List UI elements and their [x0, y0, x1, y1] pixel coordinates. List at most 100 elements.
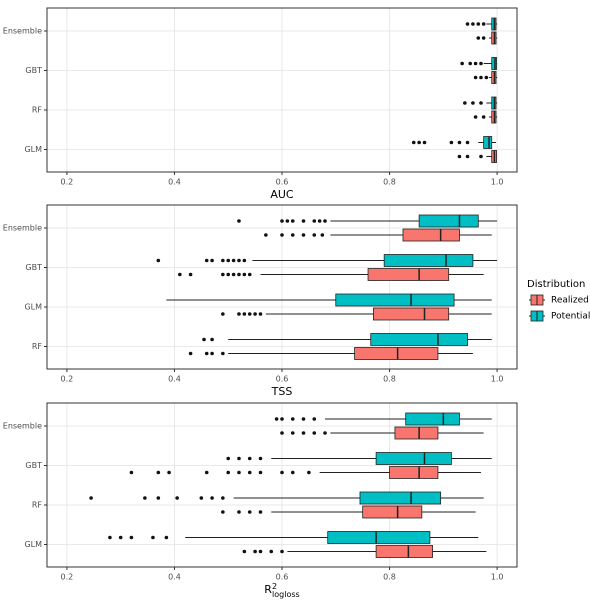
outlier: [463, 101, 467, 105]
box: [370, 333, 468, 346]
outlier: [237, 470, 241, 475]
outlier: [258, 549, 263, 554]
box: [375, 545, 433, 558]
outlier: [274, 417, 279, 421]
outlier: [301, 417, 306, 421]
box: [483, 136, 493, 149]
outlier: [188, 272, 193, 277]
x-tick-label: 0.6: [276, 178, 289, 187]
outlier: [280, 219, 284, 223]
outlier: [460, 61, 464, 66]
outlier: [479, 101, 483, 105]
outlier: [202, 337, 206, 342]
outlier: [247, 470, 252, 475]
outlier: [280, 431, 284, 435]
outlier: [89, 496, 93, 500]
outlier: [312, 233, 317, 237]
box: [418, 214, 479, 228]
outlier: [188, 351, 193, 356]
outlier: [465, 154, 470, 159]
y-tick-label: GBT: [25, 461, 42, 470]
outlier: [237, 219, 241, 223]
outlier: [204, 470, 209, 475]
outlier: [481, 36, 486, 40]
outlier: [258, 510, 263, 514]
outlier: [226, 456, 231, 461]
outlier: [476, 22, 481, 26]
outlier: [473, 61, 478, 66]
outlier: [253, 549, 257, 554]
outlier: [317, 219, 322, 223]
outlier: [210, 351, 214, 356]
outlier: [301, 431, 306, 435]
outlier: [247, 456, 252, 461]
outlier: [285, 219, 290, 223]
outlier: [280, 233, 284, 237]
y-tick-label: Ensemble: [3, 224, 42, 233]
outlier: [471, 22, 475, 26]
outlier: [449, 140, 454, 145]
x-tick-label: 0.8: [383, 375, 396, 384]
box: [362, 505, 423, 519]
outlier: [237, 272, 241, 277]
outlier: [156, 258, 161, 263]
x-axis-title: AUC: [270, 188, 294, 201]
box: [405, 412, 460, 426]
outlier: [422, 140, 427, 145]
box: [394, 426, 439, 440]
y-tick-label: RF: [32, 106, 43, 115]
outlier: [258, 312, 263, 316]
x-tick-label: 0.2: [61, 375, 74, 384]
outlier: [481, 115, 486, 119]
y-tick-label: GBT: [25, 263, 42, 272]
x-tick-label: 0.8: [383, 178, 396, 187]
outlier: [323, 219, 327, 223]
outlier: [290, 470, 295, 475]
outlier: [221, 351, 225, 356]
x-tick-label: 1.0: [491, 375, 504, 384]
panel-border: [46, 204, 518, 370]
outlier: [242, 272, 247, 277]
outlier: [156, 470, 161, 475]
outlier: [465, 140, 470, 145]
outlier: [221, 496, 225, 500]
outlier: [247, 312, 252, 316]
outlier: [323, 431, 327, 435]
outlier: [479, 154, 483, 159]
y-tick-label: GLM: [24, 303, 42, 312]
outlier: [476, 36, 481, 40]
outlier: [264, 233, 268, 237]
y-tick-label: GBT: [25, 66, 42, 75]
x-axis-title-main: R: [264, 583, 272, 596]
outlier: [473, 115, 478, 119]
outlier: [479, 75, 483, 80]
outlier: [221, 272, 225, 277]
outlier: [226, 470, 231, 475]
outlier: [417, 140, 421, 145]
outlier: [221, 510, 225, 514]
outlier: [242, 312, 247, 316]
x-tick-label: 0.6: [276, 573, 289, 582]
outlier: [307, 470, 311, 475]
outlier: [465, 22, 470, 26]
outlier: [312, 219, 317, 223]
y-tick-label: GLM: [24, 540, 42, 549]
outlier: [167, 470, 171, 475]
outlier: [242, 549, 247, 554]
outlier: [156, 496, 161, 500]
legend-title: Distribution: [527, 279, 585, 290]
outlier: [210, 258, 214, 263]
legend-label: Potential: [551, 312, 590, 322]
outlier: [468, 61, 473, 66]
x-axis-title: R2 logloss: [264, 582, 299, 599]
box: [402, 228, 460, 242]
outlier: [226, 272, 231, 277]
box: [389, 466, 439, 479]
box: [375, 452, 452, 465]
outlier: [210, 337, 214, 342]
x-tick-label: 1.0: [491, 178, 504, 187]
box: [359, 491, 442, 505]
x-axis-title-main: AUC: [270, 188, 294, 201]
outlier: [129, 470, 134, 475]
